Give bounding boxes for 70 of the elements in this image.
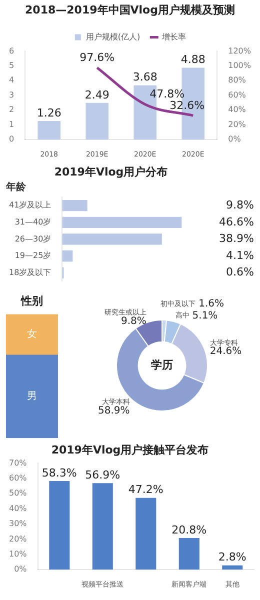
y-tick-label: 26—30岁 [14,234,52,244]
y-tick-label: 10% [9,549,28,558]
y-tick-label: 50% [9,488,28,498]
y-tick-label: 20% [9,534,28,544]
y-tick-label: 70% [9,458,28,468]
data-label: 24.6% [210,346,242,358]
bar [62,200,88,212]
y2-tick-label: 100% [228,61,252,70]
y2-tick-label: 20% [228,120,246,129]
y-tick-label: 41岁及以上 [8,200,52,210]
bar [62,234,162,245]
text: 学历 [151,358,173,372]
data-label: 56.9% [85,468,120,482]
y-tick-label: 40% [9,504,28,513]
bar [86,102,109,140]
data-label: 46.6% [219,215,254,228]
data-label: 1.6% [198,298,224,310]
data-label: 4.88 [180,53,206,66]
y2-tick-label: 40% [228,105,246,114]
y-tick-label: 4 [8,76,14,85]
bar [62,216,182,228]
series-label: 男 [27,391,37,402]
y2-tick-label: 80% [228,76,246,85]
y-tick-label: 31—40岁 [14,217,52,226]
data-label: 2.49 [84,88,110,102]
chart-subtitle: 年龄 [5,180,27,193]
y-tick-label: 60% [9,473,28,482]
data-label: 1.26 [36,106,62,120]
bar [136,498,156,570]
y2-tick-label: 0% [228,134,242,144]
y-tick-label: 2 [8,105,14,114]
y-tick-label: 6 [8,46,14,56]
bar [222,565,243,570]
chart-title: 2019年Vlog用户分布 [54,165,168,178]
data-label: 4.1% [226,248,254,262]
bar [62,250,73,262]
data-label: 32.6% [170,98,205,112]
bar [92,483,113,570]
data-label: 9.8% [120,316,146,328]
data-label: 47.2% [128,483,164,496]
data-label: 9.8% [226,198,254,212]
chart-title: 2018—2019年中国Vlog用户规模及预测 [25,3,235,16]
data-label: 47.8% [150,88,185,101]
data-label: 38.9% [219,232,254,246]
y-tick-label: 18岁及以下 [8,268,52,277]
data-label: 5.1% [192,310,218,322]
chart-title: 性别 [20,294,43,308]
data-label: 0.6% [226,266,254,279]
y-tick-label: 19—25岁 [14,251,52,260]
bar [38,121,60,140]
legend-label: 增长率 [161,32,186,42]
bar [178,538,200,570]
data-label: 2.8% [218,550,246,564]
y-tick-label: 0% [14,564,28,574]
data-label: 97.6% [80,51,115,64]
y-tick-label: 1 [8,120,14,129]
y-tick-label: 5 [8,61,14,70]
data-label: 58.9% [98,405,130,416]
y-tick-label: 30% [9,519,28,528]
y2-tick-label: 120% [228,46,252,56]
y-tick-label: 0 [8,134,14,144]
series-label: 女 [27,328,37,340]
data-label: 3.68 [132,70,158,84]
legend-label: 用户规模(亿人) [86,32,140,42]
y2-tick-label: 60% [228,90,246,100]
chart-title: 2019年Vlog用户接触平台发布 [51,443,209,456]
data-label: 20.8% [172,523,207,536]
data-label: 58.3% [42,466,77,480]
y-tick-label: 3 [8,90,14,100]
bar [49,480,70,570]
